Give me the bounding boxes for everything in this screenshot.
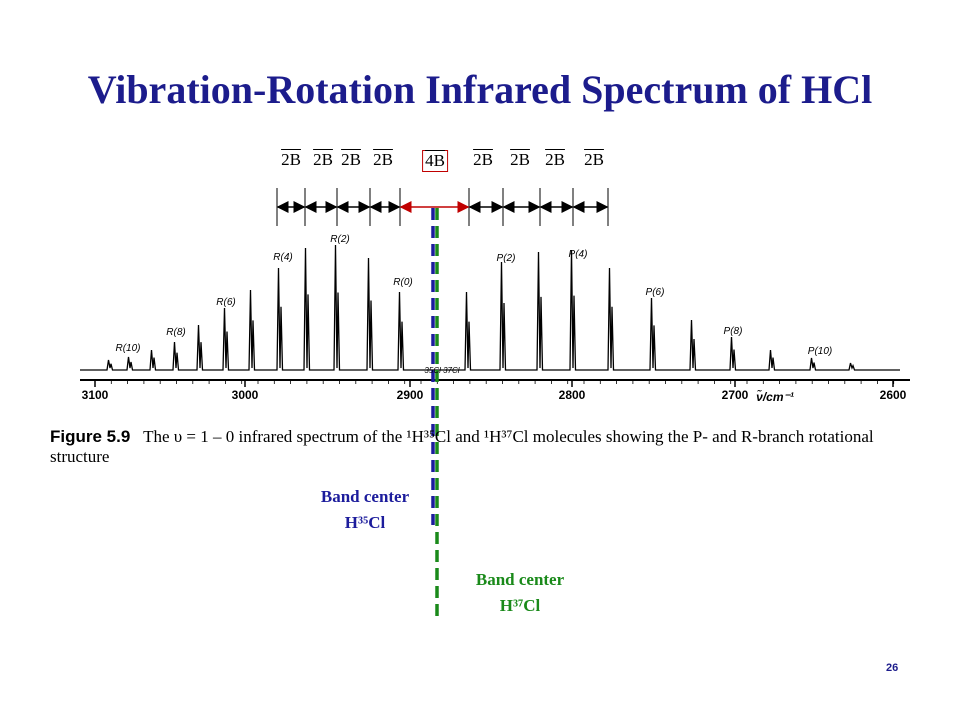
- spacing-label: 2B: [473, 150, 493, 169]
- caption: Figure 5.9 The υ = 1 – 0 infrared spectr…: [50, 427, 930, 467]
- page-number: 26: [886, 662, 899, 674]
- peak-label: R(6): [216, 297, 236, 308]
- axis-tick-label: 2800: [558, 388, 586, 402]
- peak-label: R(2): [330, 234, 350, 245]
- caption-text: The υ = 1 – 0 infrared spectrum of the ¹…: [50, 427, 874, 466]
- axis-tick-label: 3100: [81, 388, 109, 402]
- peak-label: R(0): [393, 277, 413, 288]
- spacing-arrows: [276, 188, 609, 226]
- peak-label: P(6): [645, 287, 665, 298]
- slide-title: Vibration-Rotation Infrared Spectrum of …: [87, 67, 873, 112]
- label: H³⁵Cl: [344, 513, 386, 532]
- axis-label: ν̃/cm⁻¹: [756, 390, 794, 404]
- axis-tick-label: 2900: [396, 388, 424, 402]
- peak-label: P(10): [807, 346, 833, 357]
- axis-tick-label: 3000: [231, 388, 259, 402]
- label: Band center: [475, 570, 565, 589]
- spacing-label: 2B: [341, 150, 361, 169]
- spectrum-trace: [80, 244, 900, 371]
- peak-label: P(8): [723, 326, 743, 337]
- axis-tick-label: 2700: [721, 388, 749, 402]
- label: Band center: [320, 487, 410, 506]
- spacing-label: 2B: [281, 150, 301, 169]
- axis-tick-label: 2600: [879, 388, 907, 402]
- peak-label: R(4): [273, 252, 293, 263]
- spacing-label: 2B: [510, 150, 530, 169]
- caption-label: Figure 5.9: [50, 427, 131, 446]
- band-center-35: Band center H³⁵Cl: [321, 484, 409, 536]
- peak-label: P(2): [496, 253, 516, 264]
- spacing-label: 4B: [422, 150, 448, 172]
- spacing-label: 2B: [373, 150, 393, 169]
- spacing-label: 2B: [584, 150, 604, 169]
- peak-label: R(10): [115, 343, 141, 354]
- spacing-label: 2B: [545, 150, 565, 169]
- peak-label: R(8): [166, 327, 186, 338]
- spacing-label: 2B: [313, 150, 333, 169]
- spectrum: [80, 244, 900, 387]
- peak-label: P(4): [568, 249, 588, 260]
- label: H³⁷Cl: [499, 596, 541, 615]
- band-center-37: Band center H³⁷Cl: [476, 567, 564, 619]
- isotope-label: 35Cl 37Cl: [424, 366, 460, 375]
